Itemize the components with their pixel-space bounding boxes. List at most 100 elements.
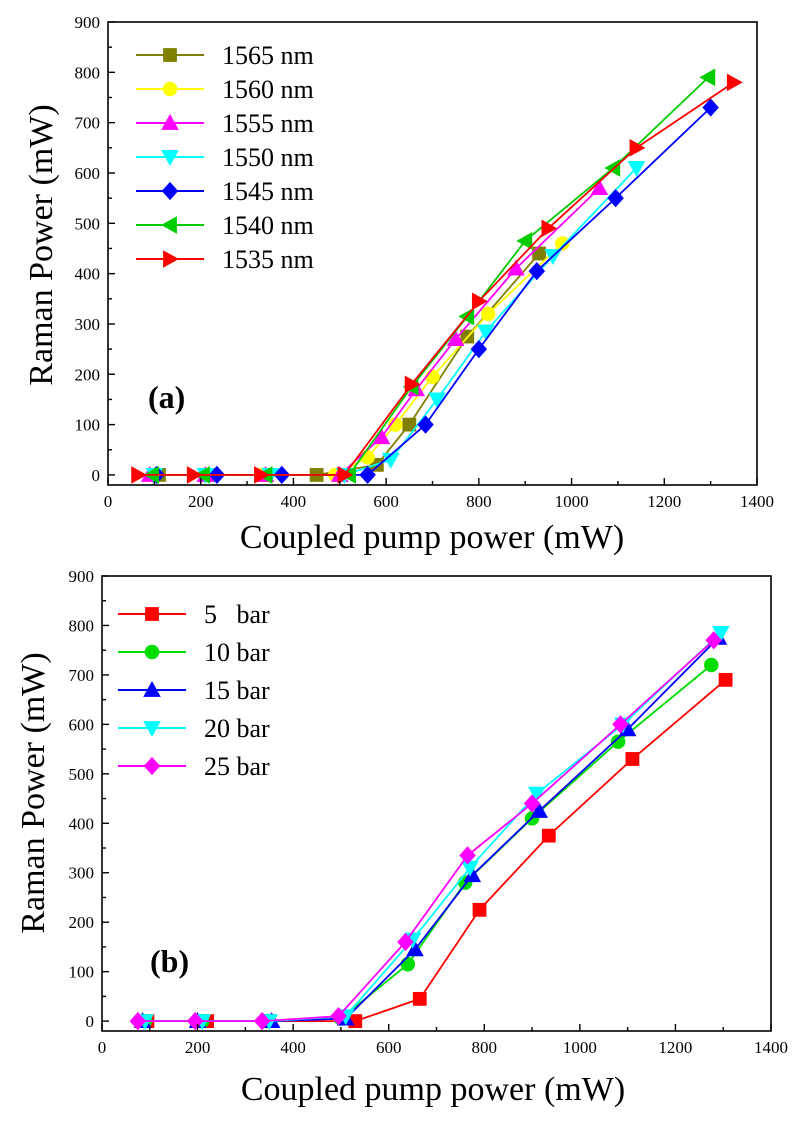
panel-b-legend-item: 5 bar bbox=[118, 600, 270, 629]
panel-b-x-tick-label: 600 bbox=[376, 1038, 402, 1057]
panel-b-legend-item: 20 bar bbox=[118, 714, 270, 743]
panel-b-data-point bbox=[406, 940, 424, 957]
panel-b-legend-marker bbox=[145, 607, 159, 621]
panel-a-data-point bbox=[541, 219, 558, 238]
panel-a-data-point bbox=[404, 375, 421, 394]
panel-a-legend: 1565 nm 1560 nm 1555 nm 1550 nm 1545 nm 1540 … bbox=[136, 41, 314, 274]
panel-a-ticks: 0 200 400 600 800 1000 1200 1400 0 100 200 300 400 50… bbox=[75, 13, 775, 511]
panel-a-series-layer bbox=[131, 68, 743, 485]
panel-a-series-line bbox=[138, 81, 735, 476]
panel-a-y-axis-title: Raman Power (mW) bbox=[23, 104, 60, 385]
panel-b-data-point bbox=[718, 672, 733, 687]
panel-a-data-point bbox=[471, 292, 488, 311]
panel-a-x-axis-title: Coupled pump power (mW) bbox=[240, 519, 624, 556]
panel-a-x-tick-label: 200 bbox=[188, 492, 214, 511]
panel-a-data-point bbox=[528, 261, 546, 281]
panel-b-legend-marker bbox=[144, 644, 160, 660]
panel-a-y-tick-label: 700 bbox=[75, 114, 101, 133]
panel-a-y-tick-label: 800 bbox=[75, 63, 101, 82]
panel-a-y-tick-label: 600 bbox=[75, 164, 101, 183]
panel-b-data-point bbox=[704, 657, 719, 673]
panel-a-legend-marker bbox=[163, 250, 179, 268]
panel-b-x-axis-title: Coupled pump power (mW) bbox=[241, 1071, 625, 1108]
panel-a-y-tick-label: 500 bbox=[75, 214, 101, 233]
panel-b-data-point bbox=[712, 625, 730, 642]
panel-b-y-tick-label: 900 bbox=[69, 567, 95, 586]
panel-a-data-point bbox=[726, 73, 743, 92]
panel-a-legend-item: 1555 nm bbox=[136, 109, 314, 138]
panel-a-data-point bbox=[254, 466, 270, 484]
panel-a-series-2 bbox=[140, 179, 609, 482]
panel-a-data-point bbox=[627, 161, 646, 177]
panel-b-y-tick-label: 500 bbox=[69, 765, 95, 784]
panel-a-legend-item: 1545 nm bbox=[136, 177, 314, 206]
panel-a-label: (a) bbox=[148, 379, 185, 415]
panel-a-y-tick-label: 400 bbox=[75, 265, 101, 284]
panel-a-legend-label: 1540 nm bbox=[222, 211, 314, 240]
panel-b-data-point bbox=[463, 866, 482, 883]
panel-a-chart: 0 200 400 600 800 1000 1200 1400 0 100 200 300 400 50… bbox=[23, 13, 774, 556]
panel-a-y-tick-label: 900 bbox=[75, 13, 101, 32]
panel-b-data-point bbox=[253, 1011, 271, 1031]
panel-a-y-tick-label: 200 bbox=[75, 365, 101, 384]
panel-b-legend: 5 bar 10 bar 15 bar 20 bar 25 bar bbox=[118, 600, 270, 781]
panel-b-series-layer bbox=[129, 625, 733, 1031]
panel-a-data-point bbox=[604, 159, 621, 177]
panel-a-legend-item: 1535 nm bbox=[136, 245, 314, 274]
panel-a-data-point bbox=[381, 452, 400, 469]
panel-b-y-tick-label: 200 bbox=[69, 913, 95, 932]
panel-a-legend-marker bbox=[163, 48, 177, 62]
panel-b-y-tick-label: 600 bbox=[69, 715, 95, 734]
panel-b-plot-frame bbox=[101, 575, 772, 1032]
panel-b-series-4 bbox=[129, 631, 722, 1031]
panel-b-data-point bbox=[625, 752, 640, 766]
panel-b-chart: 0 200 400 600 800 1000 1200 1400 0 100 200 300 400 50… bbox=[15, 567, 788, 1108]
panel-a-data-point bbox=[516, 232, 533, 250]
panel-a-data-point bbox=[532, 246, 547, 261]
panel-b-data-point bbox=[610, 734, 626, 749]
panel-b-x-tick-label: 1200 bbox=[658, 1038, 692, 1057]
panel-b-x-tick-label: 200 bbox=[185, 1038, 211, 1057]
panel-a-y-tick-label: 0 bbox=[92, 466, 101, 485]
panel-a-legend-marker bbox=[161, 114, 179, 130]
panel-b-legend-label: 10 bar bbox=[204, 638, 270, 667]
panel-b-x-tick-label: 0 bbox=[98, 1038, 107, 1057]
panel-a-x-tick-label: 400 bbox=[281, 492, 307, 511]
panel-a-legend-label: 1555 nm bbox=[222, 109, 314, 138]
panel-a-data-point bbox=[555, 236, 570, 251]
panel-b-data-point bbox=[412, 991, 427, 1006]
panel-a-series-6 bbox=[131, 73, 743, 484]
panel-a-data-point bbox=[425, 369, 440, 385]
panel-a-legend-item: 1540 nm bbox=[136, 211, 314, 240]
panel-b-data-point bbox=[400, 957, 416, 972]
panel-a-legend-label: 1545 nm bbox=[222, 177, 314, 206]
panel-b-legend-marker bbox=[143, 681, 161, 697]
panel-a-x-tick-label: 1200 bbox=[647, 492, 681, 511]
panel-a-y-tick-label: 100 bbox=[75, 416, 101, 435]
panel-a-data-point bbox=[359, 465, 376, 485]
panel-b-legend-item: 25 bar bbox=[118, 752, 270, 781]
panel-a-data-point bbox=[629, 139, 646, 157]
panel-a-data-point bbox=[428, 392, 446, 409]
panel-b-legend-item: 10 bar bbox=[118, 638, 270, 667]
panel-b-data-point bbox=[523, 794, 541, 813]
panel-a-legend-marker bbox=[161, 150, 179, 166]
panel-a-data-point bbox=[702, 98, 719, 117]
panel-b-y-axis-title: Raman Power (mW) bbox=[15, 652, 52, 933]
panel-a-legend-label: 1565 nm bbox=[222, 41, 314, 70]
panel-b-data-point bbox=[186, 1011, 204, 1031]
panel-b-y-tick-label: 400 bbox=[69, 814, 95, 833]
panel-a-legend-label: 1560 nm bbox=[222, 75, 314, 104]
panel-a-x-tick-label: 1000 bbox=[555, 492, 589, 511]
panel-a-legend-marker bbox=[162, 81, 178, 97]
panel-a-data-point bbox=[360, 450, 375, 465]
panel-b-data-point bbox=[129, 1011, 147, 1031]
panel-b-legend-marker bbox=[143, 756, 161, 776]
panel-a-data-point bbox=[590, 179, 609, 195]
panel-b-data-point bbox=[705, 631, 722, 650]
panel-a-legend-item: 1550 nm bbox=[136, 143, 314, 172]
panel-a-data-point bbox=[477, 324, 495, 341]
panel-a-x-tick-label: 0 bbox=[104, 492, 113, 511]
panel-a-data-point bbox=[446, 330, 465, 346]
